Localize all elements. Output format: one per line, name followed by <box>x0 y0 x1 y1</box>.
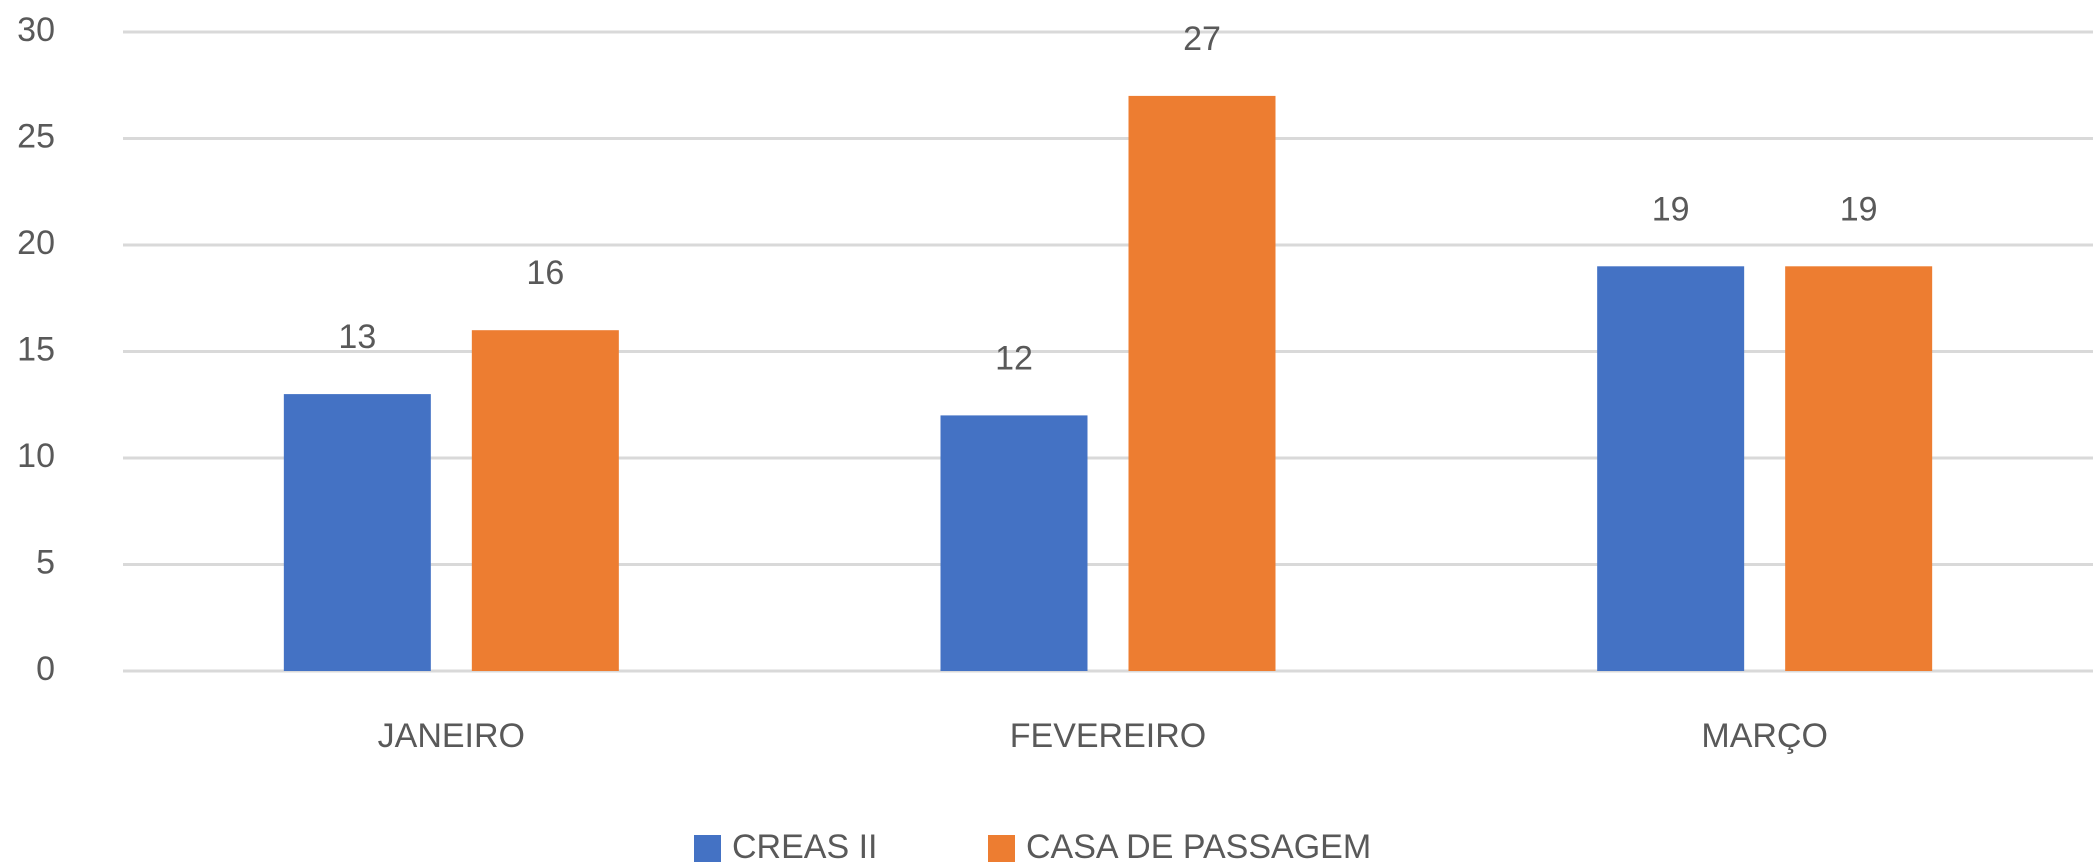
data-label: 13 <box>338 318 376 356</box>
bar <box>940 415 1088 671</box>
bar <box>1128 95 1276 671</box>
data-label: 16 <box>526 254 564 292</box>
data-label: 27 <box>1183 20 1221 58</box>
bar <box>1597 266 1745 671</box>
y-tick-label: 30 <box>17 11 55 49</box>
y-tick-label: 15 <box>17 330 55 368</box>
data-label: 19 <box>1840 190 1878 228</box>
legend-swatch <box>988 835 1015 862</box>
x-tick-label: FEVEREIRO <box>1010 717 1206 755</box>
data-label: 12 <box>995 339 1033 377</box>
y-tick-label: 20 <box>17 224 55 262</box>
bar <box>471 330 619 671</box>
bar <box>283 394 431 671</box>
y-tick-label: 10 <box>17 437 55 475</box>
y-tick-label: 5 <box>36 543 55 581</box>
x-tick-label: JANEIRO <box>378 717 525 755</box>
legend-swatch <box>694 835 721 862</box>
legend-label: CASA DE PASSAGEM <box>1026 828 1371 866</box>
x-tick-label: MARÇO <box>1701 717 1828 755</box>
y-tick-label: 25 <box>17 117 55 155</box>
bar <box>1785 266 1933 671</box>
data-label: 19 <box>1652 190 1690 228</box>
y-tick-label: 0 <box>36 650 55 688</box>
legend-label: CREAS II <box>732 828 877 866</box>
